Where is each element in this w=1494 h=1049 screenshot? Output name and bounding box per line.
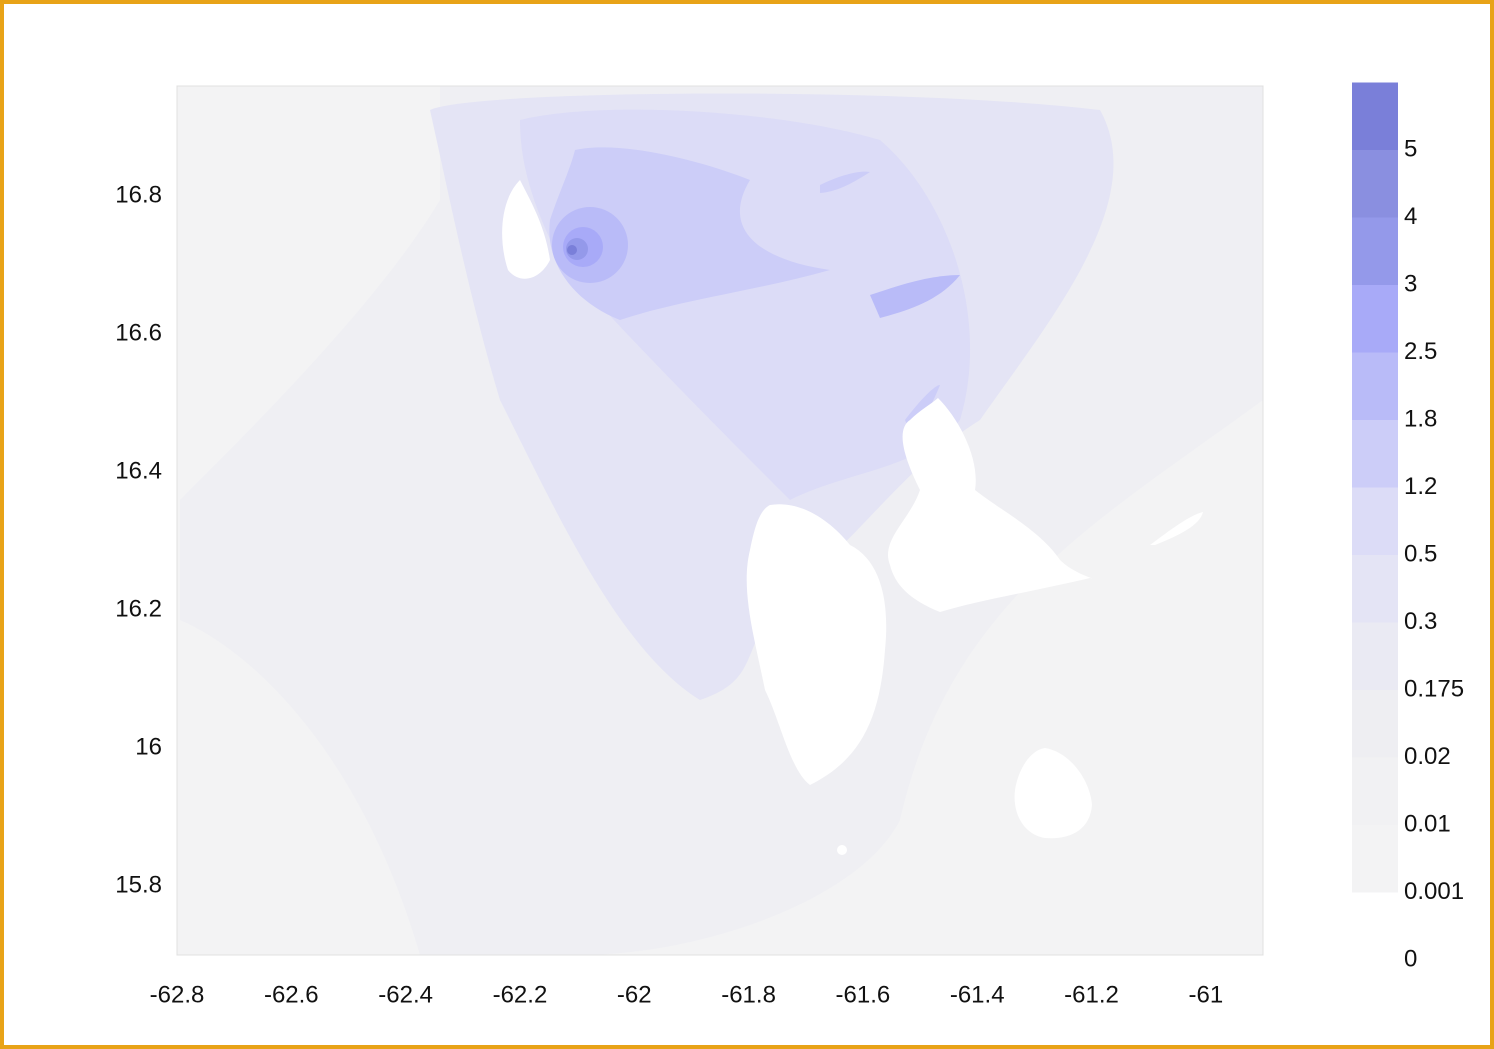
island [502, 180, 550, 279]
island [746, 504, 887, 785]
y-tick-label: 16.6 [115, 320, 162, 347]
map: -62.8 -62.6 -62.4 -62.2 -62 -61.8 -61.6 -61.4 -6… [115, 82, 1464, 1008]
colorbar-label: 1.2 [1404, 473, 1437, 500]
x-tick-label: -61.4 [950, 981, 1005, 1008]
contour-region [549, 147, 830, 320]
island [1014, 748, 1092, 839]
colorbar-band [1352, 420, 1398, 488]
colorbar-label: 3 [1404, 270, 1417, 297]
contour-field [177, 86, 1263, 955]
colorbar-label: 0 [1404, 945, 1417, 972]
colorbar-label: 5 [1404, 135, 1417, 162]
colorbar-label: 2.5 [1404, 338, 1437, 365]
colorbar-band [1352, 825, 1398, 893]
island [837, 845, 847, 855]
x-tick-label: -62.2 [493, 981, 548, 1008]
colorbar-label: 0.01 [1404, 810, 1451, 837]
island [1150, 512, 1203, 545]
colorbar-label: 1.8 [1404, 405, 1437, 432]
x-tick-label: -62.6 [264, 981, 319, 1008]
colorbar-band [1352, 555, 1398, 623]
colorbar-band [1352, 82, 1398, 150]
x-tick-label: -62 [617, 981, 652, 1008]
colorbar-band [1352, 487, 1398, 555]
y-tick-label: 16.4 [115, 458, 162, 485]
colorbar-label: 0.001 [1404, 878, 1464, 905]
x-tick-label: -62.4 [378, 981, 433, 1008]
colorbar-label: 4 [1404, 203, 1417, 230]
colorbar-band [1352, 690, 1398, 758]
y-tick-label: 16 [135, 733, 162, 760]
x-tick-label: -61.2 [1064, 981, 1119, 1008]
x-tick-label: -61.6 [836, 981, 891, 1008]
colorbar-band [1352, 622, 1398, 690]
colorbar-band [1352, 285, 1398, 353]
colorbar-label: 0.3 [1404, 608, 1437, 635]
x-tick-label: -61 [1188, 981, 1223, 1008]
colorbar-band [1352, 217, 1398, 285]
colorbar-label: 0.02 [1404, 743, 1451, 770]
plot-border [176, 85, 1264, 956]
colorbar-band [1352, 150, 1398, 218]
y-tick-label: 16.8 [115, 182, 162, 209]
x-tick-label: -61.8 [721, 981, 776, 1008]
contour-region [567, 245, 577, 255]
contour-region [870, 275, 960, 318]
colorbar-band [1352, 892, 1398, 960]
colorbar-label: 0.175 [1404, 675, 1464, 702]
contour-region [820, 171, 870, 193]
colorbar-label: 0.5 [1404, 540, 1437, 567]
colorbar-band [1352, 352, 1398, 420]
colorbar-band [1352, 757, 1398, 825]
y-tick-label: 16.2 [115, 596, 162, 623]
island [887, 398, 1093, 612]
y-tick-label: 15.8 [115, 871, 162, 898]
x-tick-label: -62.8 [150, 981, 205, 1008]
